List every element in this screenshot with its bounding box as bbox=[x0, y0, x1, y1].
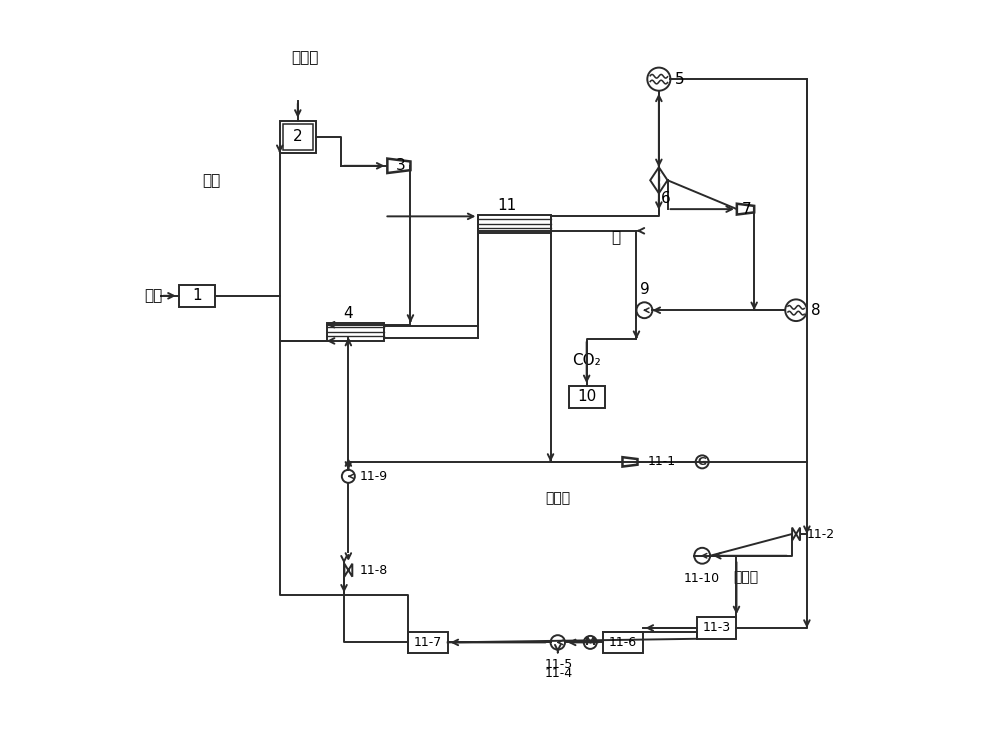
Text: CO₂: CO₂ bbox=[572, 353, 601, 368]
Text: 8: 8 bbox=[811, 302, 820, 318]
Text: 11-5: 11-5 bbox=[545, 658, 573, 671]
Text: 11-6: 11-6 bbox=[609, 636, 637, 649]
Text: 9: 9 bbox=[640, 282, 649, 297]
Text: 4: 4 bbox=[344, 306, 353, 322]
Bar bbox=[603, 631, 643, 654]
Text: 11-3: 11-3 bbox=[703, 621, 731, 634]
Text: 氧气: 氧气 bbox=[202, 173, 220, 188]
Text: 11-1: 11-1 bbox=[648, 456, 676, 468]
Text: 11-4: 11-4 bbox=[545, 667, 573, 680]
Text: M: M bbox=[585, 637, 596, 648]
Text: 2: 2 bbox=[293, 130, 303, 144]
Text: 3: 3 bbox=[395, 158, 405, 173]
Text: 7: 7 bbox=[742, 202, 752, 216]
Bar bbox=[283, 124, 313, 150]
Text: 11-10: 11-10 bbox=[684, 572, 720, 584]
Bar bbox=[697, 617, 736, 639]
Text: 11-2: 11-2 bbox=[807, 528, 835, 540]
Bar bbox=[408, 631, 448, 654]
Text: 浓氨水: 浓氨水 bbox=[545, 491, 570, 505]
Text: 11-8: 11-8 bbox=[359, 564, 387, 577]
Text: 11-7: 11-7 bbox=[414, 636, 442, 649]
Text: 天然气: 天然气 bbox=[291, 50, 319, 65]
Bar bbox=[327, 323, 384, 341]
Text: 11: 11 bbox=[498, 198, 517, 213]
Text: 11-9: 11-9 bbox=[359, 470, 387, 483]
Text: 空气: 空气 bbox=[144, 289, 163, 303]
Text: 6: 6 bbox=[661, 191, 671, 206]
Text: 水: 水 bbox=[611, 230, 620, 246]
Bar bbox=[179, 285, 215, 307]
Text: G: G bbox=[698, 457, 707, 467]
Text: 5: 5 bbox=[675, 71, 684, 87]
Bar bbox=[280, 121, 316, 153]
Text: 1: 1 bbox=[192, 289, 202, 303]
Text: 10: 10 bbox=[577, 389, 596, 404]
Bar bbox=[478, 215, 551, 233]
Text: 稀氨水: 稀氨水 bbox=[733, 570, 758, 584]
Bar bbox=[569, 386, 605, 408]
